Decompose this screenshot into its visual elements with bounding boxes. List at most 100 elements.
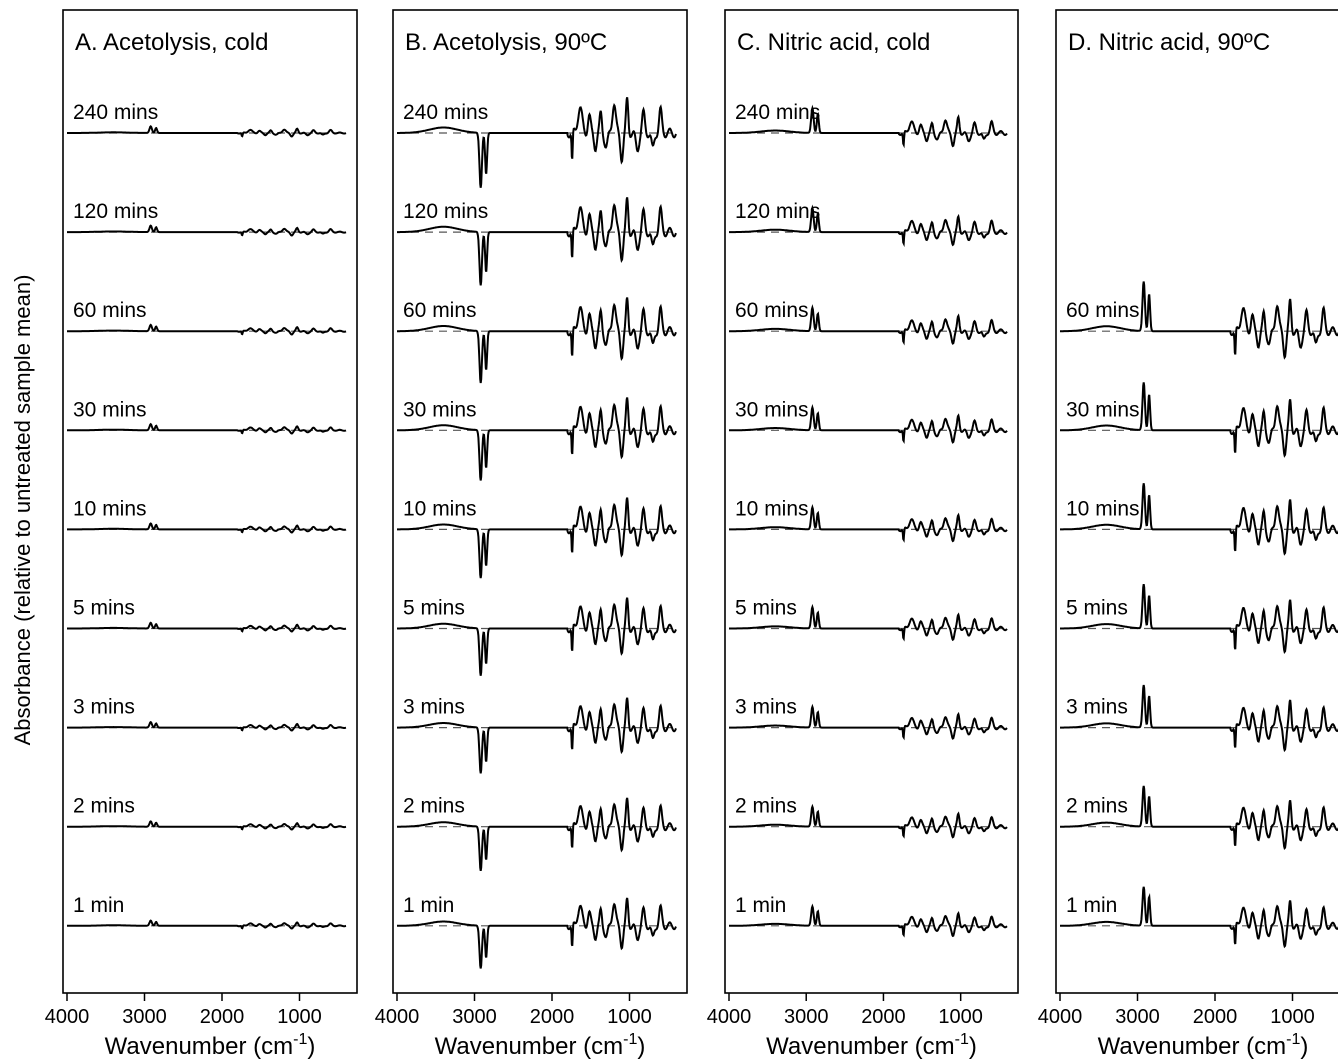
trace-label: 1 min [73,894,124,917]
spectrum-line [729,603,1008,642]
spectrum-line [67,621,347,633]
panel-frame [1055,9,1338,994]
spectrum-line [67,919,347,930]
trace-label: 30 mins [403,398,477,421]
trace-label: 3 mins [1066,696,1128,719]
trace-label: 10 mins [73,497,147,520]
x-tick-label: 4000 [45,1006,90,1028]
panel-title: A. Acetolysis, cold [75,29,268,56]
x-tick-label: 1000 [938,1006,983,1028]
trace-label: 120 mins [403,200,488,223]
spectrum-line [67,125,347,138]
trace-label: 2 mins [1066,795,1128,818]
trace-label: 10 mins [735,497,809,520]
spectrum-line [67,820,347,831]
spectrum-line [729,903,1008,938]
trace-label: 30 mins [735,398,809,421]
trace-label: 120 mins [73,200,158,223]
spectrum-line [67,422,347,435]
trace-label: 10 mins [403,497,477,520]
spectrum-line [1060,584,1338,654]
x-tick-label: 4000 [1038,1006,1083,1028]
trace-label: 3 mins [403,696,465,719]
x-tick-label: 4000 [375,1006,420,1028]
panel-frame [392,9,688,994]
spectrum-line [729,304,1008,346]
spectrum-line [1060,886,1338,949]
trace-label: 5 mins [73,597,135,620]
trace-label: 60 mins [735,299,809,322]
x-tick-label: 2000 [1193,1006,1238,1028]
x-tick-label: 3000 [452,1006,497,1028]
x-axis-label: Wavenumber (cm-1) [766,1031,977,1060]
x-tick-label: 2000 [200,1006,245,1028]
spectrum-line [397,497,677,579]
spectrum-line [729,703,1008,741]
panel-title: D. Nitric acid, 90ºC [1068,29,1270,56]
panel-title: B. Acetolysis, 90ºC [405,29,607,56]
trace-label: 10 mins [1066,497,1140,520]
spectrum-line [1060,785,1338,851]
trace-label: 60 mins [73,299,147,322]
y-axis-label: Absorbance (relative to untreated sample… [10,275,35,746]
trace-label: 240 mins [735,101,820,124]
panel-4: D. Nitric acid, 90ºC 4000 3000 2000 1000 Wave… [1038,9,1338,1060]
spectrum-line [729,403,1008,445]
x-axis-label: Wavenumber (cm-1) [1098,1031,1309,1060]
x-tick-label: 4000 [707,1006,752,1028]
trace-label: 240 mins [73,101,158,124]
trace-label: 5 mins [735,597,797,620]
trace-label: 2 mins [73,795,135,818]
spectrum-line [1060,483,1338,556]
spectrum-line [397,697,677,774]
x-tick-label: 3000 [784,1006,829,1028]
trace-label: 5 mins [1066,597,1128,620]
spectrum-line [67,522,347,534]
spectrum-line [397,597,677,676]
x-axis-label: Wavenumber (cm-1) [435,1031,646,1060]
spectrum-line [729,503,1008,543]
spectrum-line [397,797,677,872]
spectrum-line [1060,382,1338,458]
x-axis-label: Wavenumber (cm-1) [105,1031,316,1060]
panel-title: C. Nitric acid, cold [737,29,930,56]
x-tick-label: 1000 [607,1006,652,1028]
spectrum-line [729,204,1008,248]
spectrum-line [397,97,677,188]
spectrum-line [397,897,677,969]
x-tick-label: 1000 [277,1006,322,1028]
spectrum-line [67,720,347,732]
spectrum-line [67,323,347,336]
panels-group: A. Acetolysis, cold 4000 3000 2000 1000 Waven… [45,9,1338,1060]
spectrum-line [1060,281,1338,360]
trace-label: 1 min [735,894,786,917]
spectrum-line [729,803,1008,839]
panel-frame [62,9,358,994]
spectrum-line [729,104,1008,149]
spectrum-line [67,224,347,237]
panel-2: B. Acetolysis, 90ºC 4000 3000 2000 1000 Waven… [375,9,688,1060]
x-tick-label: 2000 [530,1006,575,1028]
spectrum-line [397,297,677,384]
panel-3: C. Nitric acid, cold 4000 3000 2000 1000 Wave… [707,9,1019,1060]
spectrum-line [397,397,677,481]
panel-1: A. Acetolysis, cold 4000 3000 2000 1000 Waven… [45,9,358,1060]
trace-label: 2 mins [403,795,465,818]
spectrum-line [397,197,677,286]
trace-label: 1 min [403,894,454,917]
x-tick-label: 3000 [1115,1006,1160,1028]
trace-label: 60 mins [403,299,477,322]
x-tick-label: 1000 [1270,1006,1315,1028]
panel-frame [724,9,1019,994]
trace-label: 5 mins [403,597,465,620]
trace-label: 30 mins [73,398,147,421]
spectrum-line [1060,684,1338,753]
x-tick-label: 2000 [861,1006,906,1028]
trace-label: 60 mins [1066,299,1140,322]
trace-label: 30 mins [1066,398,1140,421]
trace-label: 120 mins [735,200,820,223]
x-tick-label: 3000 [122,1006,167,1028]
trace-label: 1 min [1066,894,1117,917]
trace-label: 3 mins [73,696,135,719]
